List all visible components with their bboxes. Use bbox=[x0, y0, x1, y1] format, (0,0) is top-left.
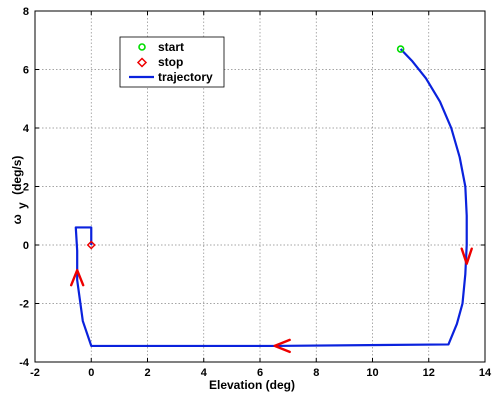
y-tick-label: 2 bbox=[23, 182, 29, 194]
x-tick-label: 8 bbox=[313, 367, 319, 379]
x-tick-label: 0 bbox=[88, 367, 94, 379]
legend-stop-marker bbox=[136, 57, 148, 68]
x-tick-label: 4 bbox=[201, 367, 208, 379]
x-tick-label: 10 bbox=[366, 367, 378, 379]
trajectory-line bbox=[74, 48, 468, 348]
svg-text:ω y (deg/s): ω y (deg/s) bbox=[10, 156, 29, 225]
direction-arrow-left bbox=[273, 338, 291, 354]
y-axis-label-symbol: ω bbox=[10, 214, 24, 224]
y-tick-label: 8 bbox=[23, 6, 29, 18]
start-marker bbox=[396, 45, 405, 53]
legend-stop-label: stop bbox=[158, 55, 183, 69]
legend-trajectory-label: trajectory bbox=[158, 70, 213, 84]
x-tick-label: 2 bbox=[144, 367, 150, 379]
direction-arrows bbox=[69, 247, 473, 354]
x-tick-label: 14 bbox=[479, 367, 492, 379]
grid-lines bbox=[35, 11, 485, 362]
x-tick-label: 6 bbox=[257, 367, 263, 379]
y-axis-label-unit: (deg/s) bbox=[10, 156, 24, 195]
x-tick-label: 12 bbox=[423, 367, 435, 379]
x-axis-label: Elevation (deg) bbox=[209, 378, 295, 392]
legend-start-label: start bbox=[158, 40, 184, 54]
stop-marker bbox=[86, 240, 96, 250]
x-tick-label: -2 bbox=[30, 367, 40, 379]
direction-arrow-down bbox=[460, 247, 473, 265]
legend-box bbox=[119, 36, 225, 88]
legend-start-marker bbox=[138, 43, 146, 51]
y-tick-label: -2 bbox=[19, 299, 29, 311]
y-axis-label-subscript: y bbox=[15, 202, 29, 209]
y-axis-label: ω y (deg/s) bbox=[10, 156, 29, 225]
y-tick-label: 4 bbox=[23, 123, 30, 135]
direction-arrow-up bbox=[69, 268, 85, 287]
y-axis-ticks: -4 -2 0 2 4 6 8 bbox=[19, 6, 485, 369]
y-tick-label: 0 bbox=[23, 240, 29, 252]
x-axis-ticks: -2 0 2 4 6 8 10 12 14 bbox=[30, 11, 492, 379]
y-tick-label: -4 bbox=[19, 357, 30, 369]
y-tick-label: 6 bbox=[23, 65, 29, 77]
legend: start stop trajectory bbox=[119, 36, 225, 88]
